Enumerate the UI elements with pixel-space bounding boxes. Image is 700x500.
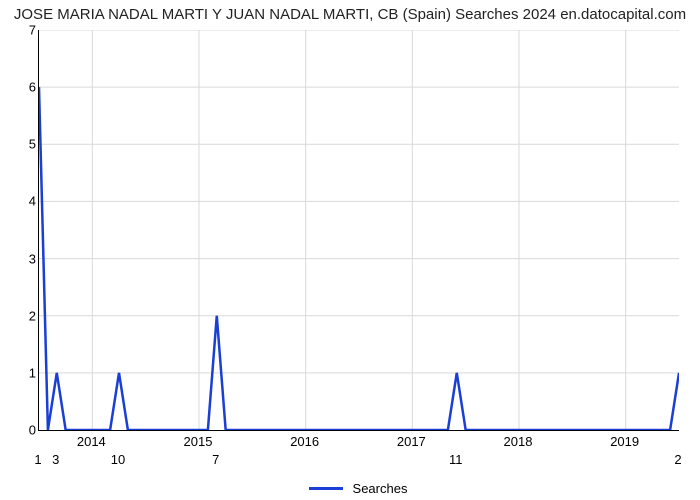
y-tick-label: 4 bbox=[18, 194, 36, 209]
y-tick-label: 0 bbox=[18, 423, 36, 438]
peak-label: 10 bbox=[111, 452, 125, 467]
peak-label: 1 bbox=[34, 452, 41, 467]
x-year-label: 2018 bbox=[504, 434, 533, 449]
y-tick-label: 1 bbox=[18, 365, 36, 380]
legend: Searches bbox=[38, 477, 678, 496]
peak-label: 2 bbox=[674, 452, 681, 467]
plot-area bbox=[38, 30, 679, 431]
y-tick-label: 5 bbox=[18, 137, 36, 152]
x-year-label: 2014 bbox=[77, 434, 106, 449]
peak-label: 11 bbox=[449, 452, 463, 467]
y-tick-label: 7 bbox=[18, 23, 36, 38]
chart-container: JOSE MARIA NADAL MARTI Y JUAN NADAL MART… bbox=[0, 0, 700, 500]
x-year-label: 2016 bbox=[290, 434, 319, 449]
y-tick-label: 3 bbox=[18, 251, 36, 266]
peak-label: 7 bbox=[212, 452, 219, 467]
x-year-label: 2017 bbox=[397, 434, 426, 449]
chart-title: JOSE MARIA NADAL MARTI Y JUAN NADAL MART… bbox=[0, 6, 700, 23]
legend-item: Searches bbox=[309, 481, 408, 496]
y-tick-label: 2 bbox=[18, 308, 36, 323]
x-year-label: 2015 bbox=[184, 434, 213, 449]
y-tick-label: 6 bbox=[18, 80, 36, 95]
x-year-label: 2019 bbox=[610, 434, 639, 449]
legend-swatch bbox=[309, 487, 343, 490]
chart-svg bbox=[39, 30, 679, 430]
legend-label: Searches bbox=[353, 481, 408, 496]
peak-label: 3 bbox=[52, 452, 59, 467]
